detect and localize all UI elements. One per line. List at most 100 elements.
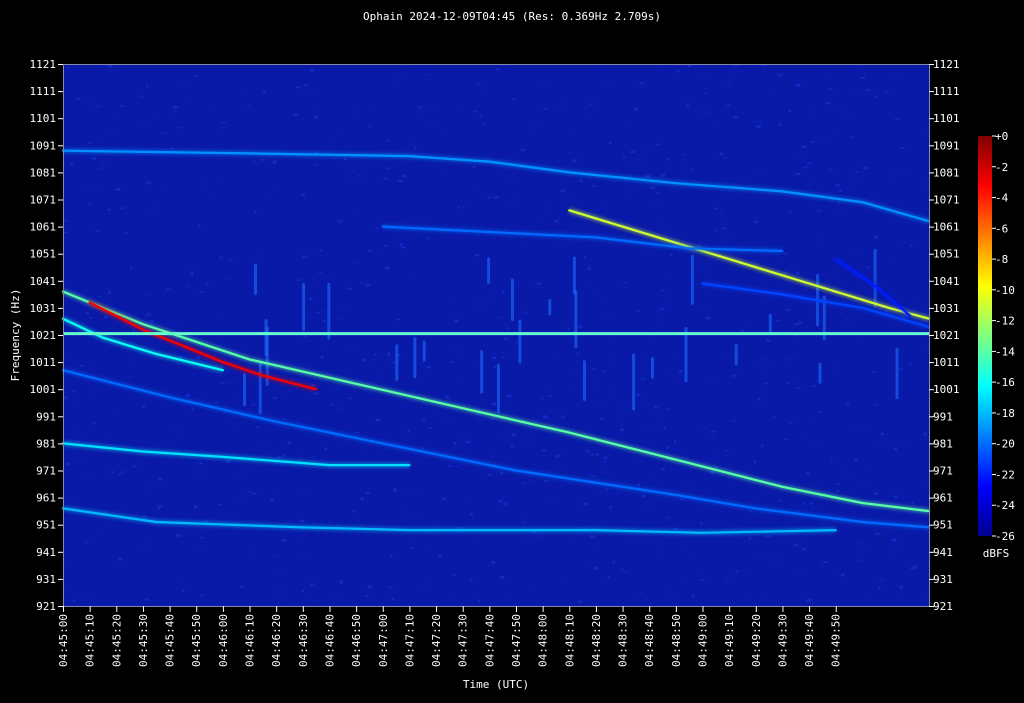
noise-speck [688,552,692,554]
noise-speck [146,181,152,184]
noise-speck [799,151,803,154]
noise-speck [313,600,316,602]
noise-speck [146,85,149,88]
noise-speck [711,380,716,382]
colorbar-tick-label: -12 [995,315,1015,328]
noise-speck [190,273,194,276]
noise-speck [624,571,629,573]
colorbar-tick-label: -6 [995,222,1008,235]
noise-speck [302,255,307,258]
y-tick-label-left: 991 [36,410,56,423]
noise-speck [670,374,675,377]
noise-speck [282,454,286,457]
noise-speck [309,68,314,72]
noise-speck [543,207,547,210]
y-tick-label-right: 1071 [933,194,960,207]
noise-speck [657,422,662,425]
noise-speck [636,485,640,488]
noise-speck [560,416,566,418]
noise-speck [638,359,644,363]
noise-speck [555,455,559,458]
noise-speck [625,189,628,193]
noise-speck [300,520,305,523]
noise-speck [793,544,799,546]
noise-speck [457,105,462,108]
noise-speck [593,208,599,210]
noise-speck [726,104,731,107]
noise-speck [761,444,764,447]
noise-speck [203,519,208,523]
noise-speck [472,165,475,169]
noise-speck [530,416,534,418]
noise-speck [788,109,792,113]
y-axis-label: Frequency (Hz) [9,289,22,382]
noise-speck [253,160,256,163]
burst-mark [734,344,738,366]
noise-speck [218,128,223,131]
noise-speck [547,395,552,397]
noise-speck [874,492,879,495]
noise-speck [870,195,873,197]
y-tick-label-left: 971 [36,465,56,478]
noise-speck [511,177,516,180]
noise-speck [199,475,203,479]
noise-speck [199,536,204,539]
x-tick-label: 04:49:40 [803,614,816,667]
noise-speck [560,189,565,192]
y-tick-label-right: 1011 [933,356,960,369]
noise-speck [85,312,89,315]
noise-speck [636,393,641,396]
noise-speck [656,192,661,194]
noise-speck [600,206,603,208]
noise-speck [185,393,190,397]
noise-speck [483,122,486,125]
noise-speck [818,484,823,487]
noise-speck [795,83,801,87]
noise-speck [124,232,128,235]
noise-speck [460,376,464,379]
noise-speck [426,342,429,345]
colorbar-tick-label: -16 [995,376,1015,389]
noise-speck [84,474,89,478]
noise-speck [773,416,776,418]
noise-speck [646,172,649,174]
noise-speck [429,520,433,524]
noise-speck [301,193,305,197]
noise-speck [374,353,377,356]
noise-speck [139,95,144,97]
noise-speck [893,495,898,498]
noise-speck [487,196,492,199]
noise-speck [803,166,808,168]
x-tick-label: 04:45:10 [84,614,97,667]
noise-speck [345,172,348,175]
noise-speck [660,308,665,311]
noise-speck [115,188,121,191]
noise-speck [160,130,163,133]
noise-speck [354,432,360,434]
noise-speck [270,499,274,502]
noise-speck [343,304,348,307]
noise-speck [601,471,605,474]
y-tick-label-left: 1071 [30,194,57,207]
noise-speck [246,104,250,106]
y-tick-label-right: 1061 [933,221,960,234]
noise-speck [524,311,527,314]
noise-speck [310,90,315,93]
noise-speck [491,402,497,406]
noise-speck [636,164,642,167]
noise-speck [636,405,642,408]
noise-speck [376,178,379,180]
noise-speck [591,475,596,477]
y-tick-label-right: 1091 [933,139,960,152]
y-tick-label-right: 1051 [933,248,960,261]
noise-speck [310,383,316,387]
noise-speck [551,410,556,412]
noise-speck [226,460,231,463]
noise-speck [702,427,707,430]
noise-speck [922,183,927,186]
noise-speck [792,532,798,535]
noise-speck [273,554,276,557]
noise-speck [86,97,91,100]
noise-speck [740,329,745,332]
y-tick-label-right: 941 [933,546,953,559]
